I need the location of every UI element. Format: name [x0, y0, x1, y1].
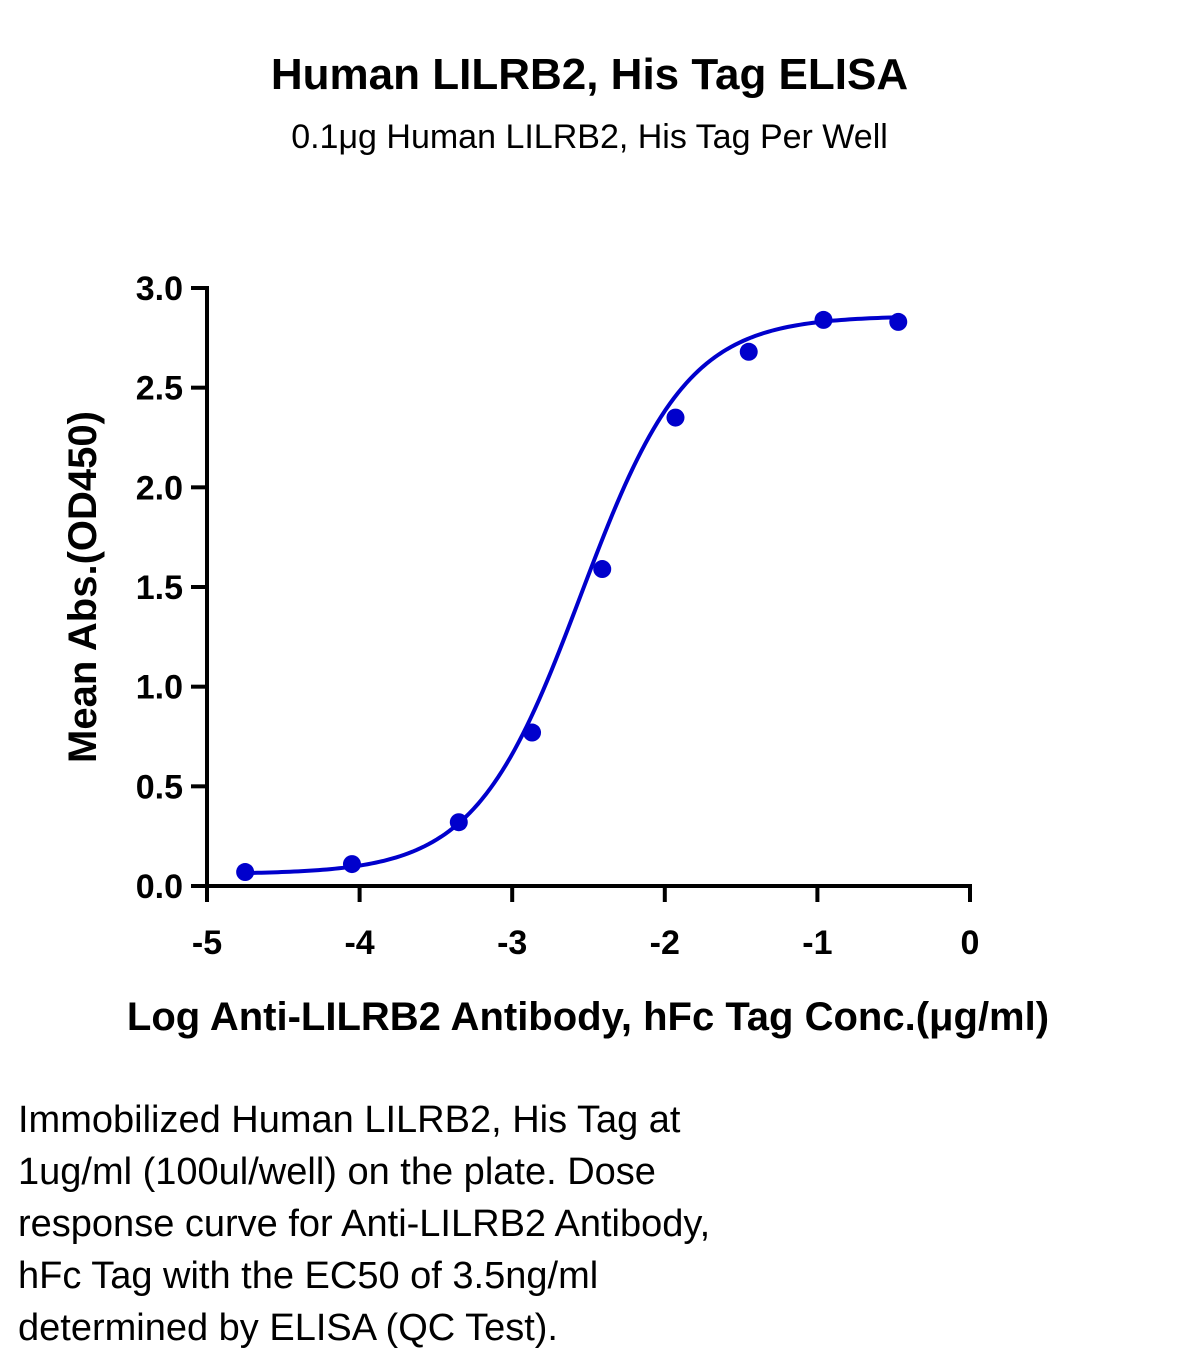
data-point [814, 310, 833, 329]
x-tick-label: -3 [497, 924, 527, 962]
data-point [342, 855, 361, 874]
elisa-chart: 0.0 0.5 1.0 1.5 2.0 2.5 3.0 -5 -4 -3 -2 -1 0 Log Ant… [61, 270, 1049, 1039]
data-point [523, 723, 542, 742]
data-point [236, 863, 255, 882]
caption-line: Immobilized Human LILRB2, His Tag at [18, 1099, 681, 1141]
data-point [739, 342, 758, 361]
y-tick-label: 1.0 [136, 669, 183, 707]
axes: 0.0 0.5 1.0 1.5 2.0 2.5 3.0 -5 -4 -3 -2 -1 0 [136, 270, 980, 962]
x-tick-label: 0 [961, 924, 980, 962]
data-point [889, 312, 908, 331]
caption-line: 1ug/ml (100ul/well) on the plate. Dose [18, 1151, 656, 1193]
y-tick-label: 0.5 [136, 768, 183, 806]
caption-line: determined by ELISA (QC Test). [18, 1307, 558, 1349]
y-tick-label: 1.5 [136, 569, 183, 607]
chart-subtitle: 0.1μg Human LILRB2, His Tag Per Well [291, 118, 888, 156]
y-tick-label: 3.0 [136, 270, 183, 308]
caption-line: hFc Tag with the EC50 of 3.5ng/ml [18, 1255, 599, 1297]
y-tick-label: 2.5 [136, 370, 183, 408]
x-tick-label: -5 [192, 924, 222, 962]
y-tick-label: 2.0 [136, 469, 183, 507]
caption-line: response curve for Anti-LILRB2 Antibody, [18, 1203, 711, 1245]
x-tick-label: -2 [650, 924, 680, 962]
x-tick-label: -4 [344, 924, 374, 962]
data-point [449, 813, 468, 832]
data-point [593, 560, 612, 579]
fit-curve-layer [245, 315, 899, 876]
y-axis-label: Mean Abs.(OD450) [61, 411, 105, 763]
chart-title: Human LILRB2, His Tag ELISA [270, 50, 909, 99]
fit-curve [245, 315, 899, 876]
x-axis-label: Log Anti-LILRB2 Antibody, hFc Tag Conc.(… [127, 995, 1049, 1039]
data-points-layer [236, 310, 908, 882]
x-tick-label: -1 [802, 924, 832, 962]
data-point [666, 408, 685, 427]
figure-caption: Immobilized Human LILRB2, His Tag at 1ug… [18, 1094, 1158, 1354]
y-tick-label: 0.0 [136, 868, 183, 906]
